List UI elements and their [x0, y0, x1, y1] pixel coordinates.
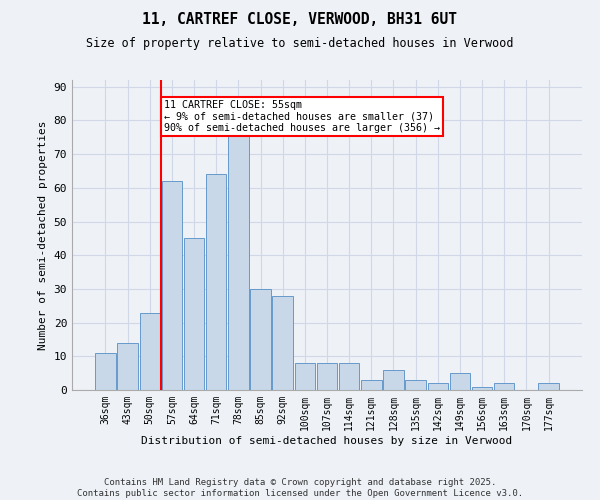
Bar — [228, 134, 248, 390]
Bar — [361, 380, 382, 390]
Text: 11 CARTREF CLOSE: 55sqm
← 9% of semi-detached houses are smaller (37)
90% of sem: 11 CARTREF CLOSE: 55sqm ← 9% of semi-det… — [164, 100, 440, 134]
Bar — [206, 174, 226, 390]
Bar — [383, 370, 404, 390]
Bar — [184, 238, 204, 390]
Bar — [140, 312, 160, 390]
Bar — [317, 363, 337, 390]
Bar — [494, 384, 514, 390]
Bar — [250, 289, 271, 390]
Bar — [472, 386, 493, 390]
Bar — [295, 363, 315, 390]
Text: Contains HM Land Registry data © Crown copyright and database right 2025.
Contai: Contains HM Land Registry data © Crown c… — [77, 478, 523, 498]
Bar — [450, 373, 470, 390]
X-axis label: Distribution of semi-detached houses by size in Verwood: Distribution of semi-detached houses by … — [142, 436, 512, 446]
Y-axis label: Number of semi-detached properties: Number of semi-detached properties — [38, 120, 48, 350]
Bar — [538, 384, 559, 390]
Bar — [406, 380, 426, 390]
Bar — [118, 343, 138, 390]
Bar — [95, 353, 116, 390]
Bar — [161, 181, 182, 390]
Text: Size of property relative to semi-detached houses in Verwood: Size of property relative to semi-detach… — [86, 38, 514, 51]
Bar — [339, 363, 359, 390]
Text: 11, CARTREF CLOSE, VERWOOD, BH31 6UT: 11, CARTREF CLOSE, VERWOOD, BH31 6UT — [143, 12, 458, 28]
Bar — [428, 384, 448, 390]
Bar — [272, 296, 293, 390]
